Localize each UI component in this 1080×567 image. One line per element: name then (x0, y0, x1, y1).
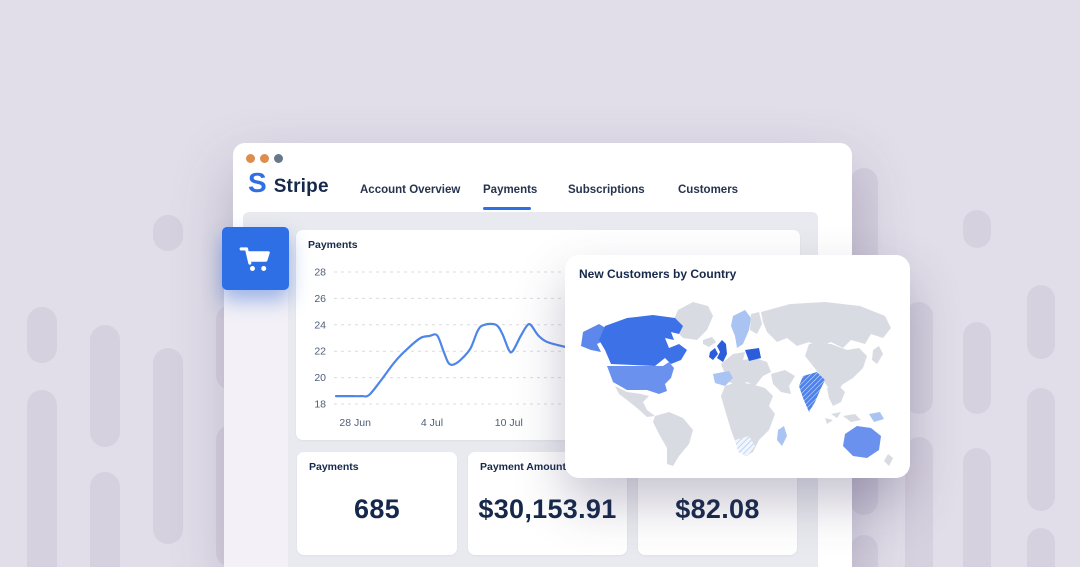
stripe-logo-icon: S (248, 167, 267, 198)
map-country-japan (872, 346, 883, 364)
map-region-europe (721, 352, 771, 386)
map-region-middle-east (771, 370, 795, 394)
map-country-uk (717, 340, 727, 362)
background-pill (963, 210, 991, 248)
map-country-poland (745, 348, 761, 361)
background-pill (90, 472, 120, 567)
map-country-alaska (581, 324, 609, 352)
window-controls (246, 154, 283, 163)
stripe-brand: S Stripe (248, 169, 329, 198)
active-tab-underline (483, 207, 531, 210)
svg-text:10 Jul: 10 Jul (495, 417, 523, 429)
svg-text:28: 28 (314, 267, 326, 279)
tab-customers[interactable]: Customers (678, 184, 739, 196)
background-pill (27, 307, 57, 363)
window-dot-icon[interactable] (246, 154, 255, 163)
svg-text:28 Jun: 28 Jun (339, 417, 371, 429)
map-country-new-zealand (884, 454, 893, 466)
map-region-russia-asia (761, 302, 891, 348)
shopping-cart-icon (239, 246, 270, 271)
map-country-indonesia (825, 412, 861, 424)
map-region-east-asia (805, 344, 867, 394)
map-country-south-africa (735, 436, 755, 456)
map-region-se-asia (827, 384, 845, 406)
background-pill (153, 348, 183, 544)
stat-card-payments-count: Payments 685 (297, 452, 457, 555)
svg-text:26: 26 (314, 293, 326, 305)
map-region-africa (721, 382, 775, 456)
map-country-australia (843, 426, 881, 458)
new-customers-map-card: New Customers by Country (565, 255, 910, 478)
svg-text:18: 18 (314, 399, 326, 411)
map-country-india (799, 372, 825, 412)
stat-value: $30,153.91 (478, 494, 617, 524)
cart-column-highlight (224, 235, 288, 567)
map-country-norway-sweden (731, 310, 751, 348)
map-country-canada (599, 315, 687, 366)
tab-payments[interactable]: Payments (483, 184, 538, 196)
brand-name: Stripe (273, 176, 329, 197)
world-map (581, 302, 893, 466)
svg-text:20: 20 (314, 372, 326, 384)
svg-text:22: 22 (314, 346, 326, 358)
window-dot-icon[interactable] (274, 154, 283, 163)
background-pill (963, 322, 991, 414)
map-country-papua-new-guinea (869, 412, 884, 422)
background-pill (90, 325, 120, 447)
map-country-spain (713, 371, 733, 386)
stat-value: $82.08 (675, 494, 760, 524)
map-country-greenland (671, 302, 713, 340)
payments-chart: 18 20 22 24 26 28 28 Jun 4 Jul 10 Jul (314, 267, 792, 429)
map-country-iceland (703, 337, 716, 347)
stat-label: Payment Amount (480, 461, 566, 473)
tab-account-overview[interactable]: Account Overview (360, 184, 461, 196)
map-country-south-america (653, 412, 693, 466)
window-dot-icon[interactable] (260, 154, 269, 163)
map-country-ireland (709, 348, 718, 360)
background-pill (1027, 285, 1055, 359)
background-pill (153, 215, 183, 251)
map-country-usa (607, 362, 674, 394)
cart-button[interactable] (222, 227, 289, 290)
chart-title: Payments (308, 239, 358, 251)
map-country-mexico (615, 386, 655, 417)
stat-label: Payments (309, 461, 359, 473)
background-pill (850, 535, 878, 567)
svg-text:24: 24 (314, 319, 326, 331)
stat-value: 685 (354, 494, 400, 524)
map-country-finland (750, 312, 762, 334)
background-pill (963, 448, 991, 567)
map-country-madagascar (777, 426, 787, 446)
background-pill (27, 390, 57, 567)
map-card-title: New Customers by Country (579, 267, 737, 281)
tab-subscriptions[interactable]: Subscriptions (568, 184, 645, 196)
svg-text:4 Jul: 4 Jul (421, 417, 443, 429)
background-pill (1027, 388, 1055, 511)
background-pill (1027, 528, 1055, 567)
